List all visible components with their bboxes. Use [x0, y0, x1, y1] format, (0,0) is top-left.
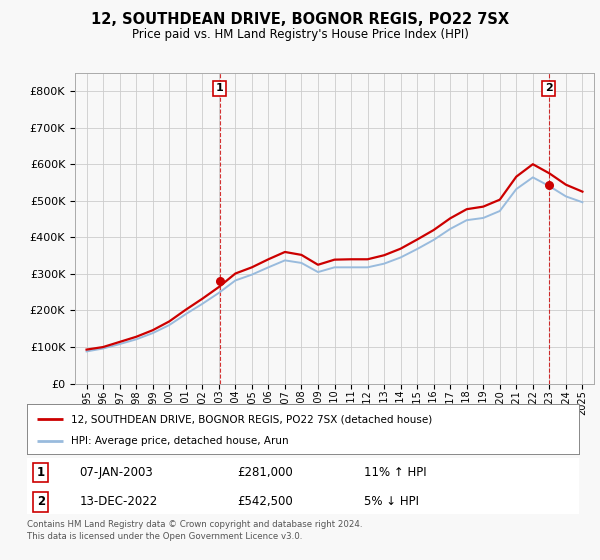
Text: 5% ↓ HPI: 5% ↓ HPI	[364, 495, 419, 508]
Text: Contains HM Land Registry data © Crown copyright and database right 2024.: Contains HM Land Registry data © Crown c…	[27, 520, 362, 529]
Text: 12, SOUTHDEAN DRIVE, BOGNOR REGIS, PO22 7SX: 12, SOUTHDEAN DRIVE, BOGNOR REGIS, PO22 …	[91, 12, 509, 27]
Text: 12, SOUTHDEAN DRIVE, BOGNOR REGIS, PO22 7SX (detached house): 12, SOUTHDEAN DRIVE, BOGNOR REGIS, PO22 …	[71, 414, 433, 424]
Text: 11% ↑ HPI: 11% ↑ HPI	[364, 466, 427, 479]
Text: 2: 2	[545, 83, 553, 94]
Text: HPI: Average price, detached house, Arun: HPI: Average price, detached house, Arun	[71, 436, 289, 446]
Text: 1: 1	[37, 466, 45, 479]
Text: Price paid vs. HM Land Registry's House Price Index (HPI): Price paid vs. HM Land Registry's House …	[131, 28, 469, 41]
Text: 13-DEC-2022: 13-DEC-2022	[79, 495, 158, 508]
Text: This data is licensed under the Open Government Licence v3.0.: This data is licensed under the Open Gov…	[27, 532, 302, 541]
Text: 2: 2	[37, 495, 45, 508]
Text: £281,000: £281,000	[237, 466, 293, 479]
Text: 1: 1	[216, 83, 224, 94]
Text: £542,500: £542,500	[237, 495, 293, 508]
Text: 07-JAN-2003: 07-JAN-2003	[79, 466, 153, 479]
